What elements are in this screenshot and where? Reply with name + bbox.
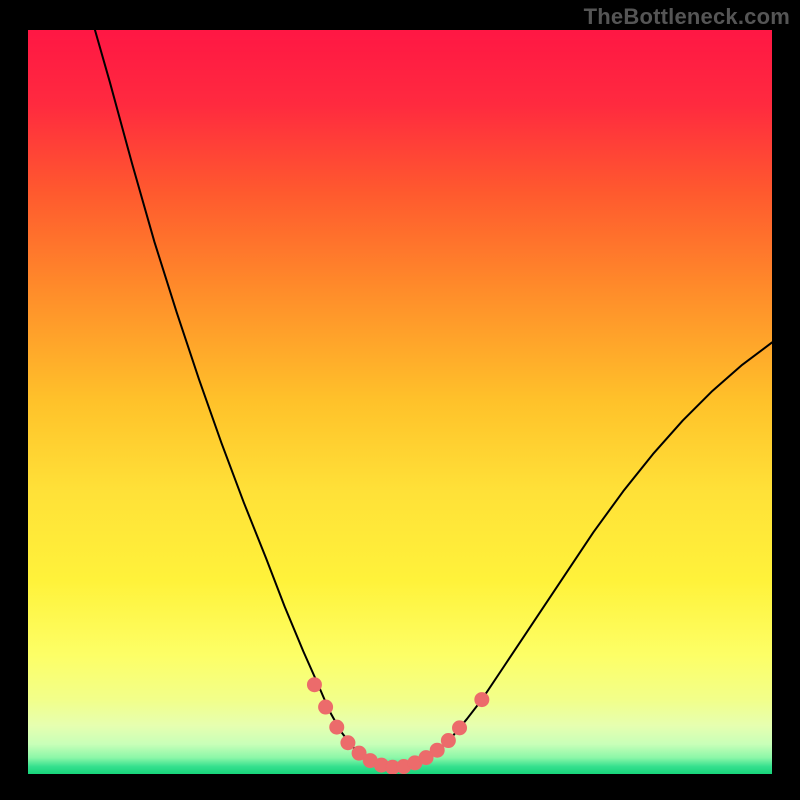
data-marker [307,678,321,692]
chart-frame: TheBottleneck.com [0,0,800,800]
data-marker [441,734,455,748]
data-marker [330,720,344,734]
data-marker [430,743,444,757]
watermark-text: TheBottleneck.com [584,4,790,30]
data-marker [319,700,333,714]
data-marker [453,721,467,735]
data-marker [341,736,355,750]
bottleneck-curve-chart [0,0,800,800]
data-marker [475,693,489,707]
plot-background [28,30,772,774]
